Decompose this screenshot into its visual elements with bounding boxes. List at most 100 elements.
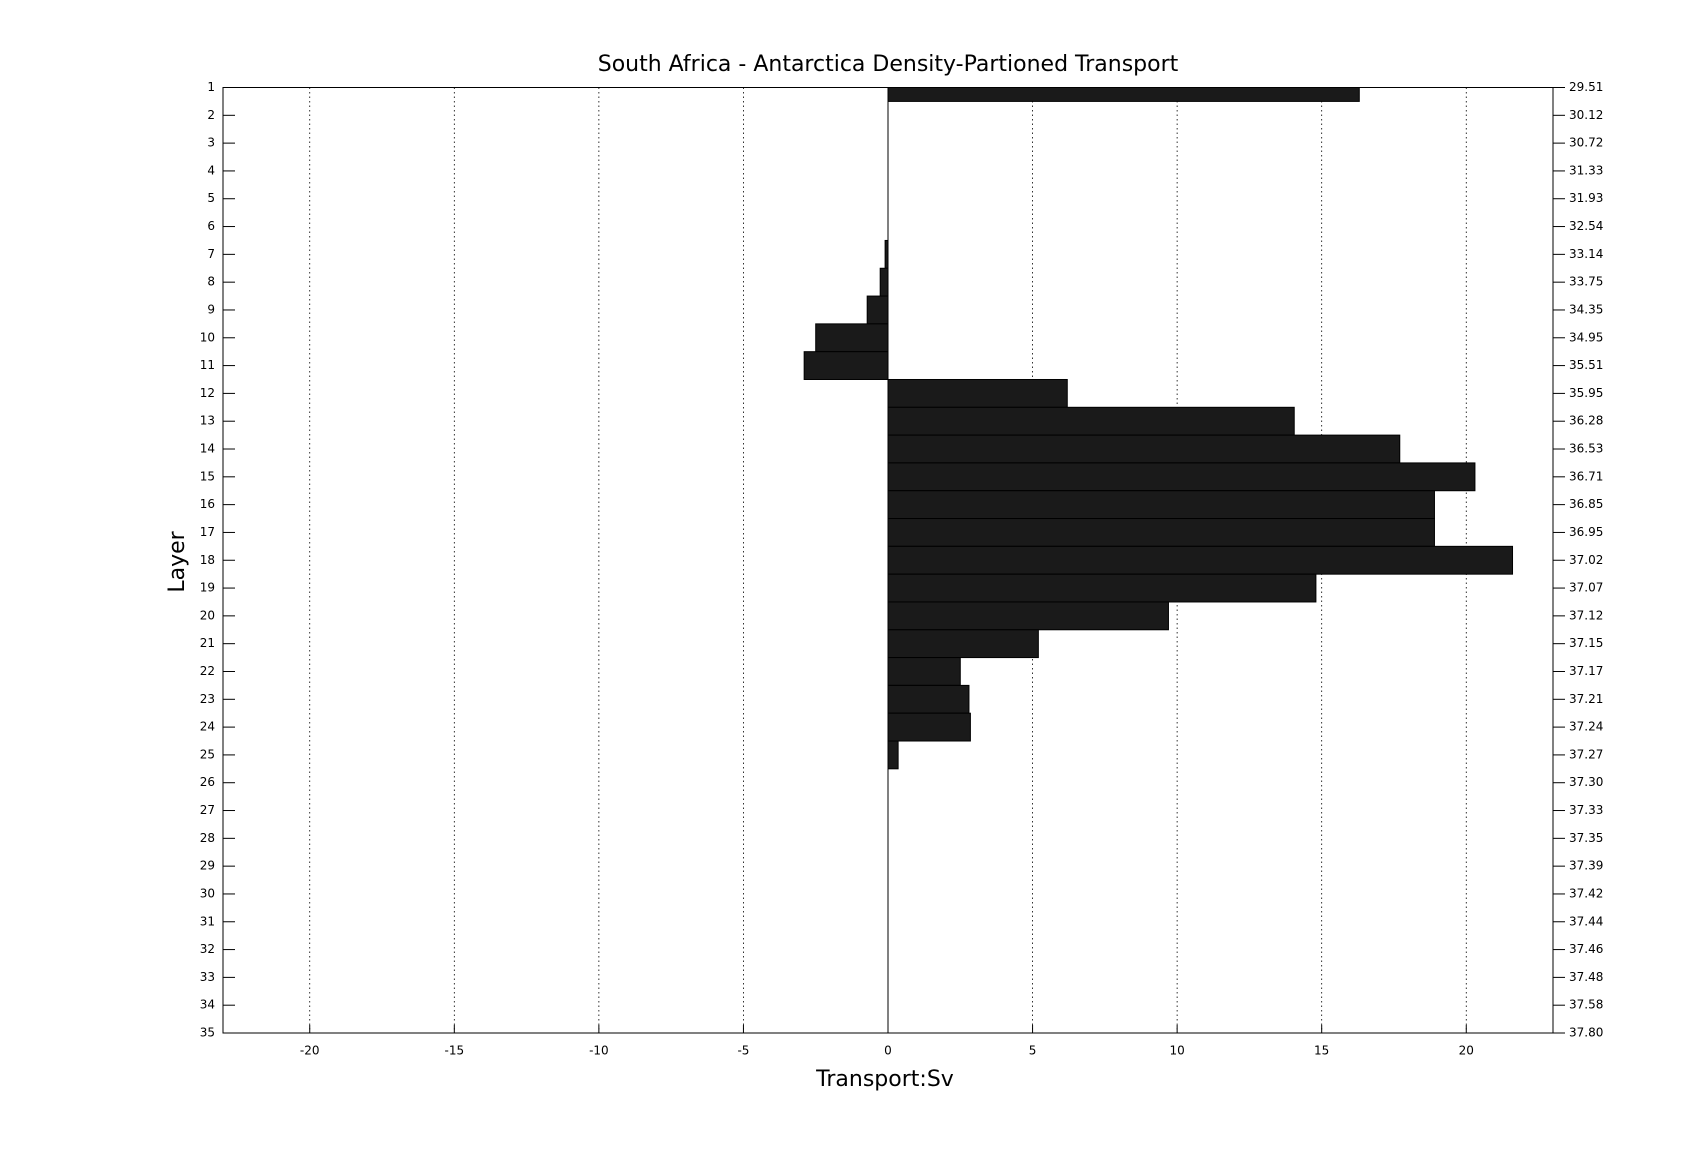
y-tick-label: 24: [200, 720, 215, 734]
y-tick-label: 25: [200, 747, 215, 761]
y-tick-label: 6: [207, 219, 215, 233]
y2-tick-label: 32.54: [1569, 219, 1603, 233]
y2-tick-label: 37.44: [1569, 914, 1603, 928]
y-tick-label: 29: [200, 859, 215, 873]
y-tick-label: 4: [207, 163, 215, 177]
x-tick-label: -15: [444, 1044, 464, 1058]
y2-tick-label: 33.75: [1569, 275, 1603, 289]
bar: [887, 406, 1295, 436]
x-tick-label: -5: [737, 1044, 749, 1058]
bar: [887, 601, 1169, 631]
y-tick-label: 19: [200, 581, 215, 595]
y2-tick-label: 34.35: [1569, 302, 1603, 316]
y-tick-label: 3: [207, 136, 215, 150]
y-tick-label: 8: [207, 275, 215, 289]
y-tick-label: 21: [200, 636, 215, 650]
y2-tick-label: 33.14: [1569, 247, 1603, 261]
y-tick-label: 11: [200, 358, 215, 372]
bar: [887, 712, 971, 742]
y2-tick-label: 37.48: [1569, 970, 1603, 984]
y2-tick-label: 35.95: [1569, 386, 1603, 400]
y2-tick-label: 37.39: [1569, 859, 1603, 873]
y-tick-label: 33: [200, 970, 215, 984]
bar: [887, 657, 961, 686]
bar: [803, 351, 889, 380]
y2-tick-label: 34.95: [1569, 330, 1603, 344]
bar: [887, 740, 899, 770]
y-tick-label: 34: [200, 998, 215, 1012]
y2-tick-label: 29.51: [1569, 80, 1603, 94]
y-tick-label: 2: [207, 108, 215, 122]
y2-tick-label: 37.46: [1569, 942, 1603, 956]
y2-tick-label: 36.28: [1569, 414, 1603, 428]
bar: [887, 629, 1039, 659]
x-tick-label: 10: [1169, 1044, 1184, 1058]
bar: [887, 573, 1317, 603]
y-tick-label: 14: [200, 442, 215, 456]
plot-frame: [222, 87, 1554, 1034]
y2-tick-label: 37.30: [1569, 775, 1603, 789]
y-tick-label: 22: [200, 664, 215, 678]
chart-title: South Africa - Antarctica Density-Partio…: [598, 52, 1179, 77]
bar: [887, 490, 1435, 520]
bar: [887, 545, 1514, 575]
bar: [887, 87, 1360, 102]
y2-tick-label: 36.71: [1569, 469, 1603, 483]
y2-tick-label: 30.12: [1569, 108, 1603, 122]
y2-tick-label: 31.33: [1569, 163, 1603, 177]
y2-tick-label: 37.58: [1569, 998, 1603, 1012]
y2-tick-label: 37.35: [1569, 831, 1603, 845]
bar: [887, 378, 1068, 408]
x-tick-label: 15: [1314, 1044, 1329, 1058]
x-tick-label: 0: [884, 1044, 892, 1058]
y-tick-label: 20: [200, 608, 215, 622]
x-tick-label: 5: [1029, 1044, 1037, 1058]
y2-tick-label: 37.17: [1569, 664, 1603, 678]
y-tick-label: 31: [200, 914, 215, 928]
bar: [815, 323, 889, 353]
y-tick-label: 5: [207, 191, 215, 205]
y-tick-label: 9: [207, 302, 215, 316]
y-tick-label: 17: [200, 525, 215, 539]
y-tick-label: 13: [200, 414, 215, 428]
y2-tick-label: 37.80: [1569, 1026, 1603, 1040]
y2-tick-label: 37.24: [1569, 720, 1603, 734]
y-tick-label: 28: [200, 831, 215, 845]
bar: [879, 267, 889, 297]
x-axis-label: Transport:Sv: [815, 1067, 954, 1092]
y2-tick-label: 37.33: [1569, 803, 1603, 817]
y-tick-label: 12: [200, 386, 215, 400]
bars: [803, 87, 1514, 770]
y2-tick-label: 37.27: [1569, 747, 1603, 761]
y-tick-label: 26: [200, 775, 215, 789]
y2-tick-label: 36.53: [1569, 442, 1603, 456]
y-tick-label: 18: [200, 553, 215, 567]
bar: [887, 462, 1476, 492]
bar: [887, 518, 1435, 547]
y-tick-label: 30: [200, 886, 215, 900]
y2-tick-label: 36.85: [1569, 497, 1603, 511]
y2-tick-label: 37.21: [1569, 692, 1603, 706]
y-tick-label: 27: [200, 803, 215, 817]
y2-tick-label: 37.42: [1569, 886, 1603, 900]
y2-tick-label: 37.07: [1569, 581, 1603, 595]
y2-tick-label: 31.93: [1569, 191, 1603, 205]
y-tick-label: 23: [200, 692, 215, 706]
bar: [866, 295, 889, 325]
y-tick-label: 16: [200, 497, 215, 511]
y2-tick-label: 35.51: [1569, 358, 1603, 372]
y-axis-label: Layer: [165, 530, 190, 592]
x-tick-label: 20: [1459, 1044, 1474, 1058]
y2-tick-label: 37.15: [1569, 636, 1603, 650]
x-tick-label: -20: [300, 1044, 320, 1058]
y2-tick-label: 36.95: [1569, 525, 1603, 539]
y2-tick-label: 37.02: [1569, 553, 1603, 567]
y-tick-label: 10: [200, 330, 215, 344]
y-tick-label: 7: [207, 247, 215, 261]
y2-tick-label: 37.12: [1569, 608, 1603, 622]
y-tick-label: 15: [200, 469, 215, 483]
y-tick-label: 32: [200, 942, 215, 956]
y-tick-label: 1: [207, 80, 215, 94]
y-tick-label: 35: [200, 1026, 215, 1040]
